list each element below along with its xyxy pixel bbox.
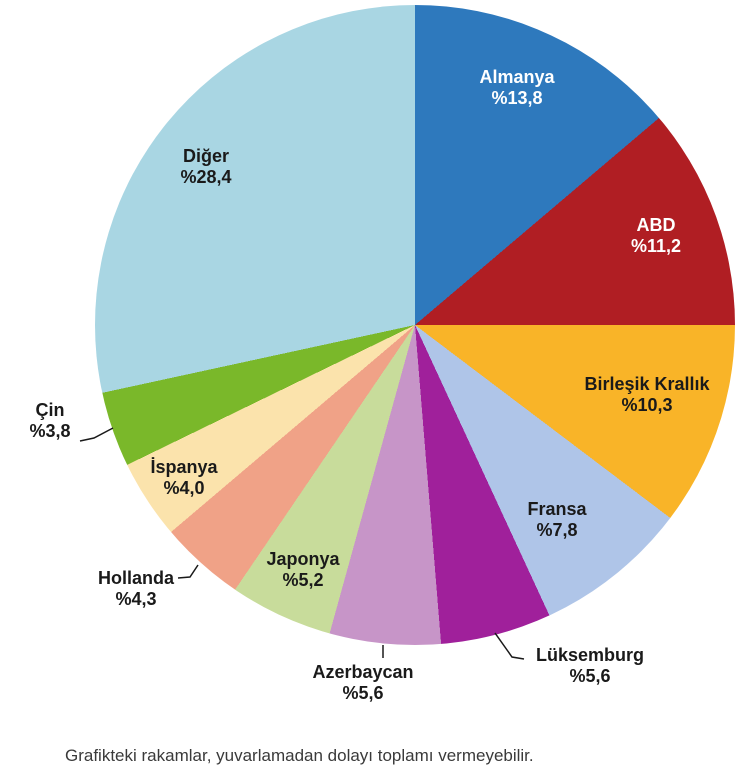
slice-name: Lüksemburg xyxy=(535,645,645,665)
slice-name: Fransa xyxy=(527,499,587,519)
leader-line-hollanda xyxy=(177,564,199,579)
slice-percent: %5,2 xyxy=(282,570,324,590)
slice-label-fransa: Fransa %7,8 xyxy=(527,499,586,541)
slice-percent: %10,3 xyxy=(621,395,673,415)
slice-percent: %5,6 xyxy=(342,683,384,703)
slice-name: Japonya xyxy=(266,549,340,569)
slice-name: Birleşik Krallık xyxy=(584,374,710,394)
slice-percent: %5,6 xyxy=(569,666,611,686)
slice-percent: %7,8 xyxy=(536,520,578,540)
slice-name: Çin xyxy=(35,400,65,420)
slice-label-luksemburg: Lüksemburg %5,6 xyxy=(536,645,644,687)
slice-percent: %4,0 xyxy=(163,478,205,498)
slice-label-abd: ABD %11,2 xyxy=(631,215,681,257)
slice-label-almanya: Almanya %13,8 xyxy=(479,67,554,109)
slice-name: Azerbaycan xyxy=(312,662,414,682)
slice-name: ABD xyxy=(636,215,676,235)
slice-label-azerbaycan: Azerbaycan %5,6 xyxy=(312,662,413,704)
slice-percent: %3,8 xyxy=(29,421,71,441)
slice-percent: %13,8 xyxy=(491,88,543,108)
slice-label-birlesik-krallik: Birleşik Krallık %10,3 xyxy=(584,374,709,416)
slice-percent: %11,2 xyxy=(630,236,682,256)
slice-percent: %28,4 xyxy=(180,167,232,187)
pie-chart xyxy=(95,5,735,645)
slice-label-diger: Diğer %28,4 xyxy=(180,146,231,188)
leader-line-luksemburg xyxy=(494,632,525,660)
chart-footnote: Grafikteki rakamlar, yuvarlamadan dolayı… xyxy=(65,746,534,765)
slice-name: Diğer xyxy=(182,146,230,166)
slice-name: İspanya xyxy=(150,457,218,477)
slice-name: Hollanda xyxy=(97,568,175,588)
slice-label-ispanya: İspanya %4,0 xyxy=(150,457,217,499)
leader-line-cin xyxy=(79,427,114,442)
slice-percent: %4,3 xyxy=(115,589,157,609)
slice-label-hollanda: Hollanda %4,3 xyxy=(98,568,174,610)
slice-label-cin: Çin %3,8 xyxy=(29,400,70,442)
slice-label-japonya: Japonya %5,2 xyxy=(266,549,339,591)
slice-name: Almanya xyxy=(479,67,555,87)
